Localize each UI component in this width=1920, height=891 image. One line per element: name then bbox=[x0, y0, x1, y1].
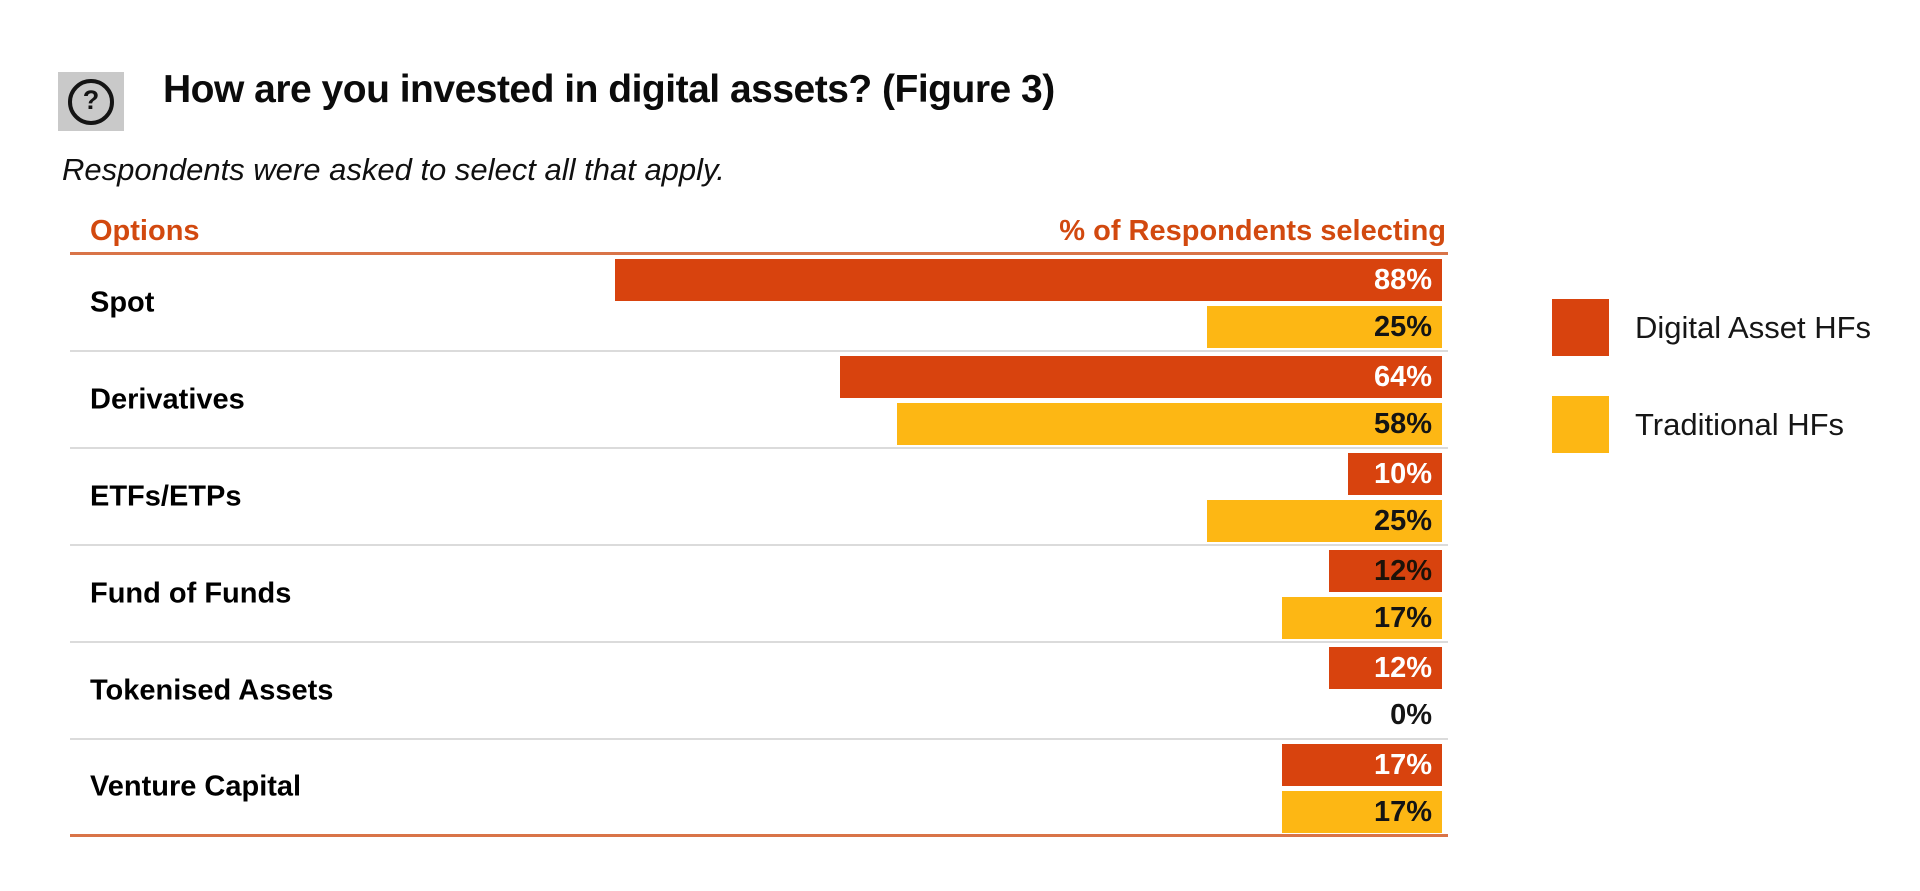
bar-digital bbox=[615, 259, 1442, 301]
figure-note: Respondents were asked to select all tha… bbox=[62, 152, 725, 187]
bar-value-label: 0% bbox=[1390, 699, 1432, 731]
category-row-venture-capital: Venture Capital 17% 17% bbox=[70, 740, 1448, 837]
bar-traditional bbox=[1207, 500, 1442, 542]
bar-traditional bbox=[1282, 597, 1442, 639]
legend-item-traditional: Traditional HFs bbox=[1552, 396, 1871, 453]
bar-digital bbox=[1282, 744, 1442, 786]
bar-track-digital: 17% bbox=[70, 744, 1448, 786]
column-header-percent: % of Respondents selecting bbox=[1059, 215, 1446, 247]
legend-label: Traditional HFs bbox=[1635, 406, 1845, 442]
bar-value-label: 58% bbox=[1373, 408, 1432, 440]
column-header-options: Options bbox=[90, 215, 200, 247]
category-row-fund-of-funds: Fund of Funds 12% 17% bbox=[70, 546, 1448, 643]
category-row-spot: Spot 88% 25% bbox=[70, 255, 1448, 352]
bar-track-traditional: 17% bbox=[70, 597, 1448, 639]
bar-value-label: 88% bbox=[1373, 264, 1432, 296]
bar-chart: Options % of Respondents selecting Spot … bbox=[70, 212, 1448, 837]
category-label: ETFs/ETPs bbox=[90, 480, 242, 512]
bar-track-digital: 88% bbox=[70, 259, 1448, 301]
bar-track-traditional: 0% bbox=[70, 694, 1448, 736]
bar-track-traditional: 25% bbox=[70, 306, 1448, 348]
bar-track-traditional: 25% bbox=[70, 500, 1448, 542]
bar-value-label: 10% bbox=[1373, 458, 1432, 490]
bar-digital bbox=[840, 356, 1442, 398]
bar-traditional bbox=[1207, 306, 1442, 348]
category-label: Fund of Funds bbox=[90, 577, 292, 609]
bar-value-label: 12% bbox=[1373, 652, 1432, 684]
bar-digital bbox=[1348, 453, 1442, 495]
legend-label: Digital Asset HFs bbox=[1635, 309, 1872, 345]
page-title: How are you invested in digital assets? … bbox=[163, 68, 1055, 111]
bar-track-traditional: 17% bbox=[70, 791, 1448, 833]
bar-value-label: 25% bbox=[1373, 505, 1432, 537]
bar-value-label: 17% bbox=[1373, 749, 1432, 781]
category-label: Derivatives bbox=[90, 383, 245, 415]
bar-value-label: 17% bbox=[1373, 602, 1432, 634]
category-row-tokenised-assets: Tokenised Assets 12% 0% bbox=[70, 643, 1448, 740]
legend-swatch-digital bbox=[1552, 299, 1609, 356]
bar-value-label: 17% bbox=[1373, 796, 1432, 828]
bar-track-digital: 12% bbox=[70, 550, 1448, 592]
legend-swatch-traditional bbox=[1552, 396, 1609, 453]
bar-track-digital: 10% bbox=[70, 453, 1448, 495]
bar-track-digital: 12% bbox=[70, 647, 1448, 689]
bar-track-digital: 64% bbox=[70, 356, 1448, 398]
category-row-derivatives: Derivatives 64% 58% bbox=[70, 352, 1448, 449]
question-mark-icon: ? bbox=[58, 72, 124, 131]
bar-digital bbox=[1329, 647, 1442, 689]
bar-value-label: 64% bbox=[1373, 361, 1432, 393]
bar-value-label: 12% bbox=[1373, 555, 1432, 587]
category-label: Spot bbox=[90, 286, 155, 318]
bar-value-label: 25% bbox=[1373, 311, 1432, 343]
question-mark-glyph: ? bbox=[68, 78, 114, 125]
bar-digital bbox=[1329, 550, 1442, 592]
chart-legend: Digital Asset HFs Traditional HFs bbox=[1552, 299, 1871, 493]
bar-traditional bbox=[1282, 791, 1442, 833]
category-row-etfs: ETFs/ETPs 10% 25% bbox=[70, 449, 1448, 546]
legend-item-digital: Digital Asset HFs bbox=[1552, 299, 1871, 356]
bar-track-traditional: 58% bbox=[70, 403, 1448, 445]
bar-traditional bbox=[897, 403, 1442, 445]
category-label: Venture Capital bbox=[90, 770, 302, 803]
chart-header-row: Options % of Respondents selecting bbox=[70, 212, 1448, 255]
category-label: Tokenised Assets bbox=[90, 674, 334, 706]
